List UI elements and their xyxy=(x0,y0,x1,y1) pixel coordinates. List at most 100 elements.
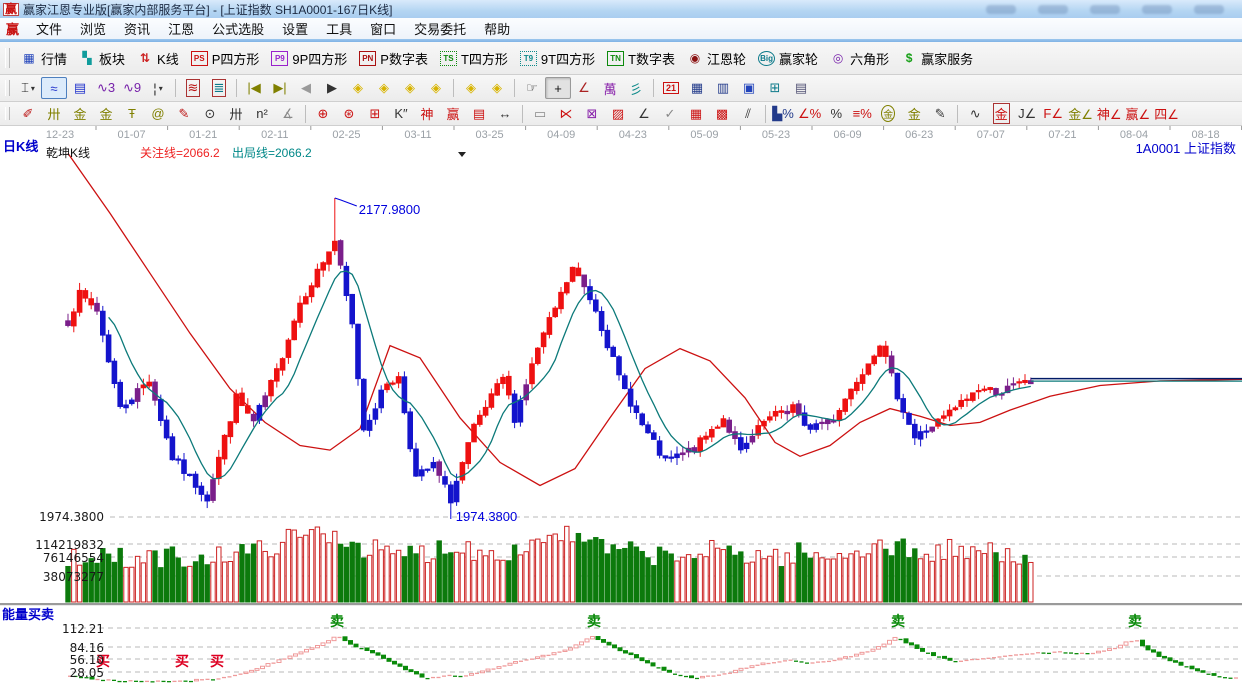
si-angle-button[interactable]: 四∠ xyxy=(1152,103,1181,125)
time-circle-button[interactable]: ⊙ xyxy=(197,103,223,125)
menu-item-设置[interactable]: 设置 xyxy=(282,22,309,37)
service-button[interactable]: $ 赢家服务 xyxy=(895,46,979,71)
wave-band-button[interactable]: ∿ xyxy=(962,103,988,125)
fan-box-button[interactable]: ⊠ xyxy=(579,103,605,125)
print-button[interactable]: ▤ xyxy=(788,77,814,99)
page-right-button[interactable]: ◈ xyxy=(484,77,510,99)
percent-button[interactable]: % xyxy=(823,103,849,125)
menu-item-文件[interactable]: 文件 xyxy=(36,22,63,37)
n2-grid-button[interactable]: n² xyxy=(249,103,275,125)
star-grid-button[interactable]: ⊛ xyxy=(336,103,362,125)
k-mark-button[interactable]: K″ xyxy=(388,103,414,125)
circle-cross-button[interactable]: ⊕ xyxy=(310,103,336,125)
menu-item-浏览[interactable]: 浏览 xyxy=(80,22,107,37)
journal-button[interactable]: ▥ xyxy=(710,77,736,99)
gold-levels-button[interactable]: 金 xyxy=(901,103,927,125)
angle-lines-button[interactable]: ∠ xyxy=(631,103,657,125)
rect-select-button[interactable]: ▭ xyxy=(527,103,553,125)
red-sketch-button[interactable]: ≋ xyxy=(180,77,206,99)
period-style-dropdown[interactable]: ⌶ ▾ xyxy=(15,77,41,99)
shen-grid-button[interactable]: 神 xyxy=(414,103,440,125)
ying-grid-button[interactable]: 赢 xyxy=(440,103,466,125)
wave9-button[interactable]: ∿9 xyxy=(119,77,145,99)
dot-grid-button[interactable]: ▦ xyxy=(683,103,709,125)
winner-wheel-button[interactable]: Big 赢家轮 xyxy=(752,46,824,71)
angle-mirror-button[interactable]: ∡ xyxy=(275,103,301,125)
sectors-button[interactable]: ▚ 板块 xyxy=(73,46,131,71)
zoom-left-button[interactable]: ◈ xyxy=(345,77,371,99)
calendar-button[interactable]: 21 xyxy=(658,77,684,99)
spiral-button[interactable]: @ xyxy=(145,103,171,125)
ruler-123-button[interactable]: ▤ xyxy=(466,103,492,125)
wave3-button[interactable]: ∿3 xyxy=(93,77,119,99)
last-bar-button[interactable]: ▶| xyxy=(267,77,293,99)
width-measure-button[interactable]: ↔ xyxy=(492,103,518,125)
kline-button[interactable]: ⇅ K线 xyxy=(131,46,185,71)
shen-angle-button[interactable]: 神∠ xyxy=(1095,103,1124,125)
prev-bar-button[interactable]: ◀ xyxy=(293,77,319,99)
menu-item-工具[interactable]: 工具 xyxy=(326,22,353,37)
p-square-button[interactable]: PS P四方形 xyxy=(185,46,266,71)
expand-button[interactable]: ◈ xyxy=(397,77,423,99)
next-bar-button[interactable]: ▶ xyxy=(319,77,345,99)
percent-panel-button[interactable]: ▙% xyxy=(770,103,796,125)
menu-item-公式选股[interactable]: 公式选股 xyxy=(212,22,265,37)
gold-box-button[interactable]: 金 xyxy=(988,103,1014,125)
square-grid-button[interactable]: ⊞ xyxy=(362,103,388,125)
note-button[interactable]: ▤ xyxy=(67,77,93,99)
toolbar-grip[interactable] xyxy=(5,48,10,68)
box-grid-button[interactable]: ▩ xyxy=(709,103,735,125)
draw-pencil-button[interactable]: ✐ xyxy=(15,103,41,125)
t-square-button[interactable]: TS T四方形 xyxy=(434,46,514,71)
angle-percent-button[interactable]: ∠% xyxy=(796,103,823,125)
f-grid-button[interactable]: Ŧ xyxy=(119,103,145,125)
j-angle-button[interactable]: J∠ xyxy=(1014,103,1040,125)
pattern-tool-button[interactable]: 萬 xyxy=(597,77,623,99)
gold-grid-b-button[interactable]: 金 xyxy=(93,103,119,125)
9p-square-button[interactable]: P9 9P四方形 xyxy=(265,46,353,71)
chart-canvas[interactable]: 2177.9800 1974.3800 买 买 买 卖 卖 卖 卖 xyxy=(0,126,1242,684)
gann-fan-button[interactable]: ⋉ xyxy=(553,103,579,125)
menu-item-资讯[interactable]: 资讯 xyxy=(124,22,151,37)
gann-grid-button[interactable]: 卅 xyxy=(41,103,67,125)
pencil-ruler-button[interactable]: ✎ xyxy=(171,103,197,125)
check-wave-button[interactable]: ✓ xyxy=(657,103,683,125)
annotate-pencil-button[interactable]: ✎ xyxy=(927,103,953,125)
gold-grid-a-button[interactable]: 金 xyxy=(67,103,93,125)
hexagon-button[interactable]: ◎ 六角形 xyxy=(824,46,895,71)
page-left-button[interactable]: ◈ xyxy=(458,77,484,99)
toolbar-grip[interactable] xyxy=(5,106,10,121)
save-button[interactable]: ▣ xyxy=(736,77,762,99)
compress-button[interactable]: ◈ xyxy=(423,77,449,99)
menu-item-帮助[interactable]: 帮助 xyxy=(484,22,511,37)
menu-item-交易委托[interactable]: 交易委托 xyxy=(414,22,467,37)
p-table-button[interactable]: PN P数字表 xyxy=(353,46,434,71)
toolbar-grip[interactable] xyxy=(5,80,10,96)
f-angle-button[interactable]: F∠ xyxy=(1040,103,1066,125)
date-label: 01-07 xyxy=(117,129,146,141)
menu-item-窗口[interactable]: 窗口 xyxy=(370,22,397,37)
export-button[interactable]: ⊞ xyxy=(762,77,788,99)
levels-percent-button[interactable]: ≡% xyxy=(849,103,875,125)
hand-tool-button[interactable]: ☞ xyxy=(519,77,545,99)
ying-angle-button[interactable]: 赢∠ xyxy=(1124,103,1153,125)
fan-box2-button[interactable]: ▨ xyxy=(605,103,631,125)
parallel-lines-button[interactable]: ⫽ xyxy=(735,103,761,125)
thread-tool-button[interactable]: 彡 xyxy=(623,77,649,99)
gold-circle-button[interactable]: 金 xyxy=(875,103,901,125)
zoom-right-button[interactable]: ◈ xyxy=(371,77,397,99)
t-table-button[interactable]: TN T数字表 xyxy=(601,46,681,71)
calculator-button[interactable]: ▦ xyxy=(684,77,710,99)
first-bar-button[interactable]: |◀ xyxy=(241,77,267,99)
hash-grid-button[interactable]: 卅 xyxy=(223,103,249,125)
menu-item-江恩[interactable]: 江恩 xyxy=(168,22,195,37)
candle-dropdown[interactable]: ¦ ▾ xyxy=(145,77,171,99)
angle-measure-button[interactable]: ∠ xyxy=(571,77,597,99)
crosshair-button[interactable]: + xyxy=(545,77,571,99)
volume-profile-button[interactable]: ≣ xyxy=(206,77,232,99)
gann-wheel-button[interactable]: ◉ 江恩轮 xyxy=(681,46,752,71)
gold-angle-button[interactable]: 金∠ xyxy=(1066,103,1095,125)
quotes-button[interactable]: ▦ 行情 xyxy=(15,46,73,71)
gann-sketch-button[interactable]: ≈ xyxy=(41,77,67,99)
9t-square-button[interactable]: T9 9T四方形 xyxy=(514,46,601,71)
